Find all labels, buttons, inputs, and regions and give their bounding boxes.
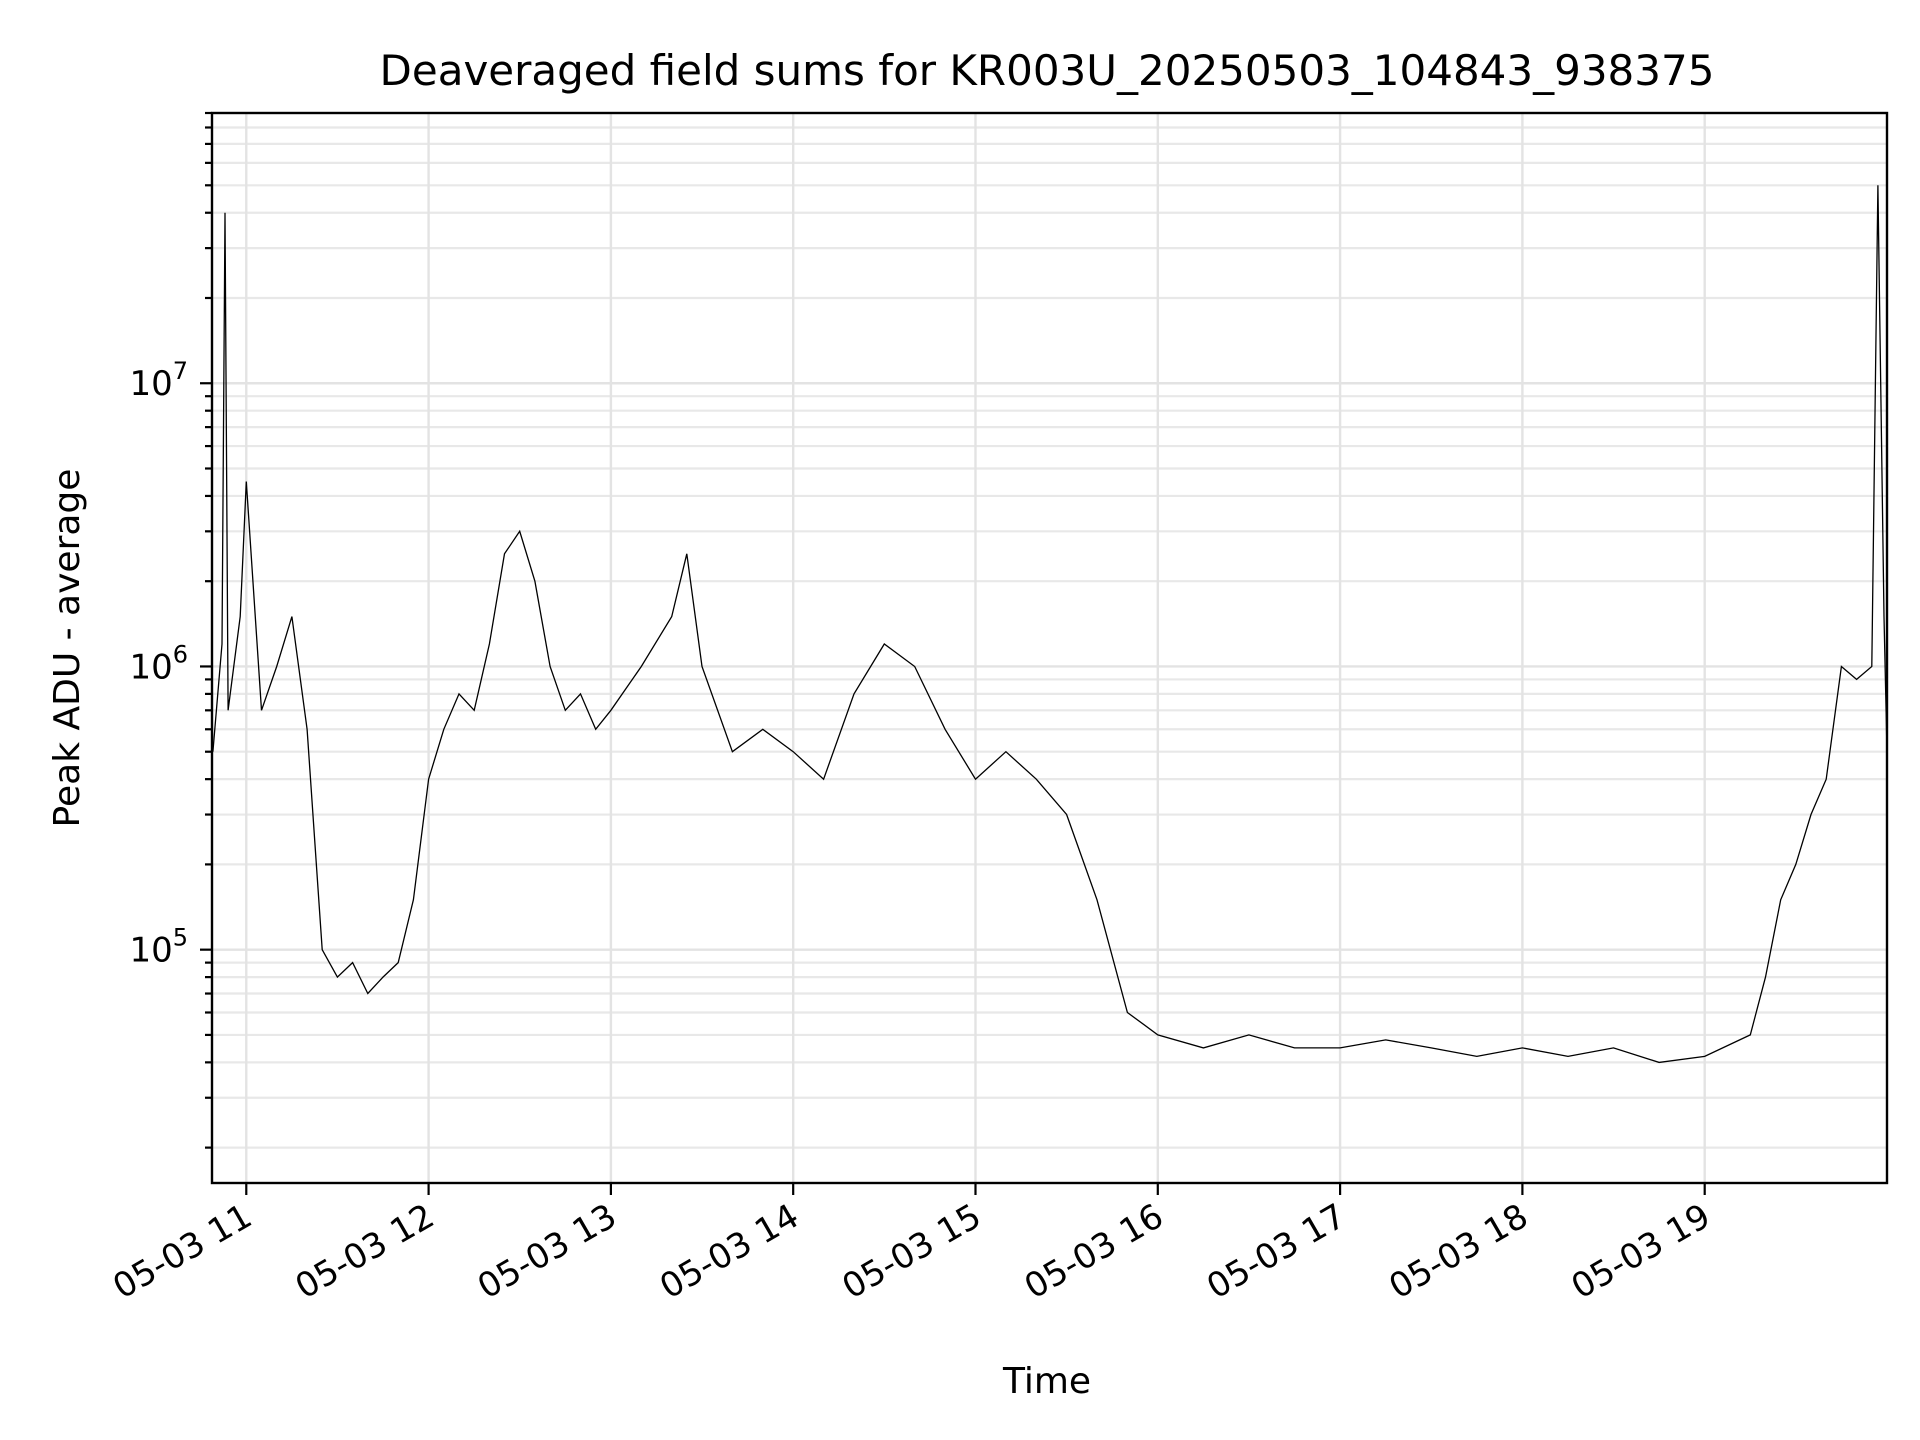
chart-title: Deaveraged field sums for KR003U_2025050…	[380, 46, 1715, 95]
y-tick-label: 105	[129, 924, 188, 971]
y-tick-label: 106	[129, 640, 188, 687]
plot-frame	[210, 111, 1889, 1185]
y-tick-label: 107	[129, 357, 188, 404]
series-line	[212, 185, 1888, 1064]
x-axis-label: Time	[1002, 1361, 1091, 1402]
series-layer	[212, 185, 1888, 1064]
y-axis-label: Peak ADU - average	[47, 469, 88, 828]
ticks	[200, 111, 1706, 1195]
